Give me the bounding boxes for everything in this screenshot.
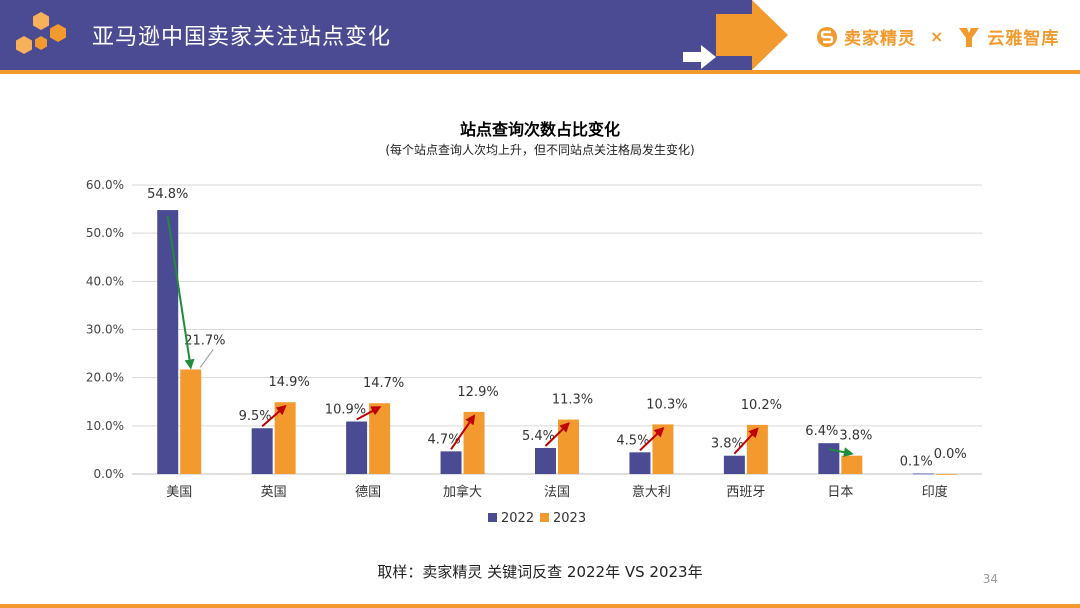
bar-2022 xyxy=(251,428,273,474)
y-tick-label: 50.0% xyxy=(86,226,124,240)
y-tick-label: 60.0% xyxy=(86,178,124,192)
x-tick-label: 意大利 xyxy=(632,484,671,500)
data-label-2022: 0.1% xyxy=(900,455,933,470)
bar-2023 xyxy=(369,403,391,474)
bar-2023 xyxy=(463,411,485,474)
data-label-2023: 12.9% xyxy=(457,385,498,400)
bottom-rule xyxy=(0,604,1080,608)
bar-2023 xyxy=(746,424,768,474)
increase-arrow xyxy=(544,422,570,447)
brand-s-icon xyxy=(817,26,837,47)
x-tick-label: 法国 xyxy=(544,485,570,500)
x-tick-label: 美国 xyxy=(166,485,192,500)
increase-arrow xyxy=(733,427,759,455)
legend-label-2022: 2022 xyxy=(501,511,534,526)
data-label-2022: 6.4% xyxy=(805,424,838,439)
x-tick-label: 日本 xyxy=(827,485,853,500)
big-arrow-right-icon xyxy=(716,0,788,70)
x-tick-label: 印度 xyxy=(922,484,948,500)
data-label-2023: 14.9% xyxy=(269,375,310,390)
x-tick-label: 英国 xyxy=(261,485,287,500)
y-tick-label: 20.0% xyxy=(86,371,124,385)
y-tick-label: 40.0% xyxy=(86,274,124,288)
brand-right-text: 云雅智库 xyxy=(987,29,1060,49)
y-tick-label: 0.0% xyxy=(94,467,125,481)
legend-label-2023: 2023 xyxy=(553,511,586,526)
bar-2022 xyxy=(818,443,840,474)
header-band xyxy=(0,0,752,70)
data-label-2022: 4.5% xyxy=(616,433,649,448)
bar-2022 xyxy=(723,455,745,474)
x-tick-label: 加拿大 xyxy=(443,484,482,500)
decrease-arrow xyxy=(166,215,195,370)
x-tick-label: 德国 xyxy=(355,485,381,500)
legend-swatch-2023 xyxy=(540,513,549,522)
page-number: 34 xyxy=(982,572,998,586)
bar-2022 xyxy=(629,452,651,474)
data-label-2023: 11.3% xyxy=(552,393,593,408)
bar-2023 xyxy=(180,369,202,474)
increase-arrow xyxy=(261,404,287,427)
bar-2022 xyxy=(912,473,934,475)
data-label-2022: 3.8% xyxy=(711,437,744,452)
y-tick-label: 30.0% xyxy=(86,323,124,337)
x-tick-label: 西班牙 xyxy=(726,485,765,500)
page-title: 亚马逊中国卖家关注站点变化 xyxy=(92,25,392,50)
bar-chart: 0.0% 10.0% 20.0% 30.0% 40.0% 50.0% 60.0% 美国 54.8… xyxy=(86,178,982,526)
data-label-2023: 0.0% xyxy=(934,447,967,462)
decrease-arrow xyxy=(828,447,854,458)
data-label-2023: 14.7% xyxy=(363,376,404,391)
source-note: 取样：卖家精灵 关键词反查 2022年 VS 2023年 xyxy=(377,563,703,581)
bar-2022 xyxy=(157,210,179,474)
legend-swatch-2022 xyxy=(488,513,497,522)
bar-2023 xyxy=(274,402,296,474)
bar-2023 xyxy=(558,419,579,474)
y-tick-label: 10.0% xyxy=(86,419,124,433)
header-rule xyxy=(0,70,1080,74)
increase-arrow xyxy=(639,427,665,452)
chart-subtitle: (每个站点查询人次均上升，但不同站点关注格局发生变化) xyxy=(385,143,695,157)
bar-2022 xyxy=(346,421,368,474)
bar-2023 xyxy=(841,455,863,474)
bar-2023 xyxy=(652,424,674,474)
data-label-2023: 10.2% xyxy=(741,398,782,413)
brand-separator: × xyxy=(930,27,944,46)
data-label-2023: 21.7% xyxy=(184,333,225,348)
brand-left-text: 卖家精灵 xyxy=(844,29,916,49)
data-label-2022: 5.4% xyxy=(522,429,555,444)
brand-logos: 卖家精灵 × 云雅智库 xyxy=(816,24,1059,49)
bar-2023 xyxy=(935,474,957,475)
data-label-2022: 9.5% xyxy=(239,409,272,424)
data-label-2022: 54.8% xyxy=(147,187,188,202)
header-bar: 亚马逊中国卖家关注站点变化 卖家精灵 × 云雅智库 xyxy=(0,0,1080,74)
data-label-2022: 4.7% xyxy=(428,432,461,447)
bar-2022 xyxy=(535,447,556,474)
arrow-right-icon xyxy=(683,45,716,69)
data-label-2023: 10.3% xyxy=(646,397,687,412)
label-leader-line xyxy=(199,349,214,368)
increase-arrow xyxy=(356,406,382,421)
data-label-2023: 3.8% xyxy=(839,429,872,444)
bar-2022 xyxy=(440,451,462,474)
data-label-2022: 10.9% xyxy=(325,402,366,417)
hexagon-logo-icon xyxy=(16,12,66,54)
brand-y-icon xyxy=(959,27,980,47)
increase-arrow xyxy=(450,414,476,450)
chart-title: 站点查询次数占比变化 xyxy=(459,120,620,139)
